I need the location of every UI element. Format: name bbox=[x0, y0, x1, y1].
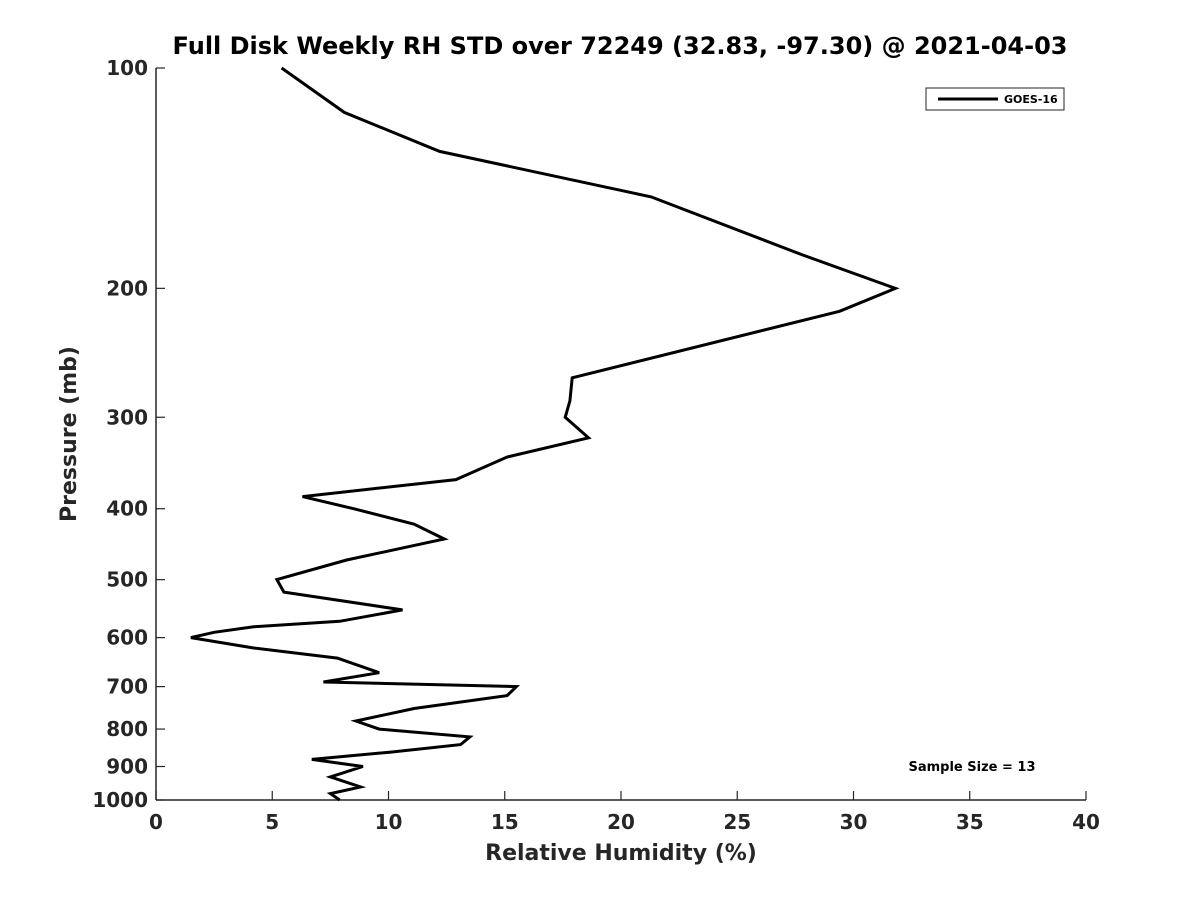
x-tick-label: 35 bbox=[956, 810, 984, 834]
series-layer bbox=[190, 66, 900, 802]
x-tick-label: 0 bbox=[149, 810, 163, 834]
y-tick-label: 1000 bbox=[92, 788, 148, 812]
y-tick-label: 900 bbox=[106, 755, 148, 779]
y-tick-label: 400 bbox=[106, 497, 148, 521]
y-tick-label: 100 bbox=[106, 56, 148, 80]
x-tick-label: 30 bbox=[840, 810, 868, 834]
x-tick-label: 10 bbox=[375, 810, 403, 834]
legend-label-goes-16: GOES-16 bbox=[1004, 93, 1058, 106]
y-tick-label: 600 bbox=[106, 626, 148, 650]
y-tick-label: 800 bbox=[106, 717, 148, 741]
y-tick-label: 300 bbox=[106, 405, 148, 429]
x-tick-label: 25 bbox=[723, 810, 751, 834]
legend: GOES-16 bbox=[925, 87, 1065, 111]
sample-size-annotation: Sample Size = 13 bbox=[908, 760, 1035, 775]
series-line-goes-16 bbox=[190, 66, 900, 802]
plot-area bbox=[156, 68, 1086, 800]
x-axis-label: Relative Humidity (%) bbox=[485, 841, 757, 866]
x-tick-label: 40 bbox=[1072, 810, 1100, 834]
y-tick-label: 700 bbox=[106, 675, 148, 699]
y-tick-label: 200 bbox=[106, 276, 148, 300]
y-tick-label: 500 bbox=[106, 568, 148, 592]
x-tick-label: 20 bbox=[607, 810, 635, 834]
y-axis-label: Pressure (mb) bbox=[57, 346, 82, 522]
x-tick-label: 5 bbox=[265, 810, 279, 834]
x-tick-label: 15 bbox=[491, 810, 519, 834]
chart-title: Full Disk Weekly RH STD over 72249 (32.8… bbox=[173, 32, 1068, 60]
x-ticks: 0 5 10 15 20 25 30 35 40 bbox=[149, 791, 1100, 834]
y-ticks: 100 200 300 400 500 600 700 800 900 1000 bbox=[92, 56, 165, 812]
